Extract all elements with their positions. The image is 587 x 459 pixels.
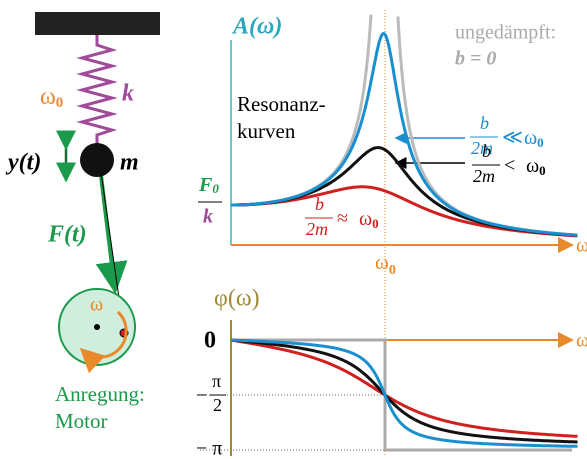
ceiling xyxy=(35,12,160,35)
x-axis-label: ω xyxy=(576,235,587,257)
force-label: F(t) xyxy=(47,222,87,248)
resonance-label: ω0 xyxy=(375,250,396,278)
amplitude-plot: A(ω) ungedämpft: b = 0 Resonanz- kurven … xyxy=(198,10,587,455)
ratio-den: 2m xyxy=(473,166,495,186)
phase-plot: φ(ω) ω 0 − π 2 − π xyxy=(196,286,587,459)
static-num: F0 xyxy=(198,174,219,196)
ratio-num: b xyxy=(480,113,489,133)
caption: Motor xyxy=(55,409,108,433)
ratio-rel: < xyxy=(504,155,515,177)
ratio-rhs: ω0 xyxy=(526,155,546,178)
y-label: y(t) xyxy=(5,150,41,176)
phase-curve xyxy=(231,340,578,436)
static-den: k xyxy=(203,206,213,228)
ratio-rhs: ω0 xyxy=(524,127,544,150)
half-num: π xyxy=(212,371,221,391)
ratio-den: 2m xyxy=(306,219,328,239)
omega0-label: ω0 xyxy=(40,84,63,112)
curves-label: kurven xyxy=(237,119,296,143)
ratio-rel: ≪ xyxy=(502,127,523,149)
caption: Anregung: xyxy=(55,382,145,406)
motor-omega: ω xyxy=(90,294,103,316)
spring xyxy=(82,35,112,143)
k-label: k xyxy=(122,81,134,107)
full-label: − π xyxy=(196,438,222,459)
axis-title: φ(ω) xyxy=(214,286,260,312)
curves-label: Resonanz- xyxy=(237,92,326,116)
ratio-num: b xyxy=(482,141,491,161)
mass xyxy=(80,143,114,177)
ratio-rhs: ω0 xyxy=(359,208,379,231)
phase-curve xyxy=(231,340,578,446)
undamped: ungedämpft: xyxy=(455,22,556,44)
x-axis-label: ω xyxy=(576,330,587,352)
ratio-num: b xyxy=(315,194,324,214)
axis-title: A(ω) xyxy=(231,14,282,40)
ratio-rel: ≈ xyxy=(337,208,348,230)
axle xyxy=(94,324,100,330)
undamped: b = 0 xyxy=(455,48,496,70)
half-sign: − xyxy=(196,385,207,407)
half-den: 2 xyxy=(213,395,222,415)
zero-label: 0 xyxy=(204,328,216,354)
m-label: m xyxy=(120,150,139,176)
oscillator: ω0 k y(t) m F(t) ω Anregung: Motor xyxy=(5,12,160,433)
diagram: ω0 k y(t) m F(t) ω Anregung: Motor A(ω) … xyxy=(0,0,587,459)
